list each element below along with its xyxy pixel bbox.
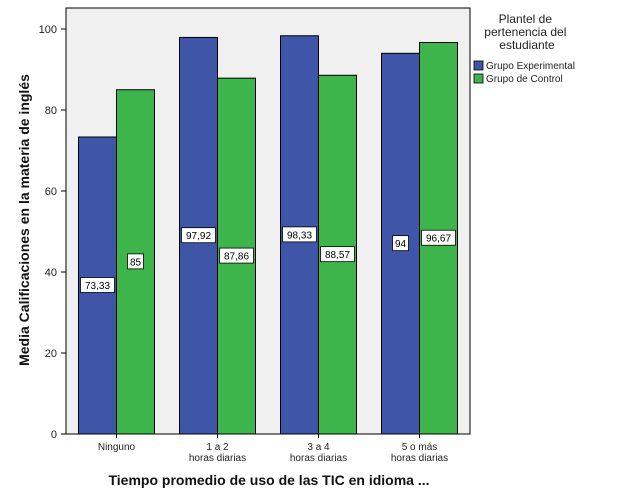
data-label-box	[181, 227, 216, 244]
legend: Plantel de pertenencia del estudiante Gr…	[473, 12, 575, 85]
data-label: 96,67	[426, 234, 451, 245]
legend-swatch	[473, 60, 484, 71]
y-tick-label: 100	[39, 24, 57, 36]
data-label-box	[80, 277, 115, 293]
data-label-box	[421, 229, 456, 246]
x-tick-label: Ninguno	[98, 442, 136, 453]
data-label-box	[282, 226, 317, 243]
legend-swatch	[473, 73, 484, 84]
legend-title-line-1: Plantel de	[499, 12, 553, 26]
data-label-box	[320, 246, 355, 263]
data-label-box	[219, 247, 254, 264]
x-tick-label: 1 a 2 horas diarias	[189, 442, 246, 464]
legend-label: Grupo Experimental	[486, 61, 575, 72]
y-tick-label: 20	[45, 348, 57, 360]
data-label: 98,33	[287, 230, 312, 241]
y-axis-title: Media Calificaciones en la materia de in…	[16, 74, 32, 366]
y-tick-label: 40	[45, 267, 57, 279]
y-tick-label: 60	[45, 186, 57, 198]
data-labels-group: 73,33 85 97,92 87,86 98,33 88,57 94 96,67	[80, 226, 456, 293]
legend-title: Plantel de pertenencia del estudiante	[484, 12, 569, 52]
data-label: 88,57	[325, 250, 350, 261]
data-label-box	[127, 253, 144, 270]
data-label: 73,33	[85, 281, 110, 292]
x-tick-label: 5 o más horas diarias	[391, 442, 448, 464]
x-tick-label: 3 a 4 horas diarias	[290, 442, 347, 464]
legend-label: Grupo de Control	[486, 74, 563, 85]
legend-title-line-3: estudiante	[499, 38, 555, 52]
y-tick-label: 0	[51, 429, 57, 441]
x-axis-title: Tiempo promedio de uso de las TIC en idi…	[108, 472, 429, 488]
data-label: 87,86	[224, 252, 249, 263]
data-label-box	[392, 235, 409, 252]
legend-title-line-2: pertenencia del	[484, 25, 566, 39]
data-label: 85	[130, 257, 142, 268]
x-axis: Ninguno 1 a 2 horas diarias 3 a 4 horas diar…	[98, 434, 448, 464]
data-label: 94	[395, 239, 407, 250]
data-label: 97,92	[186, 231, 211, 242]
y-tick-label: 80	[45, 105, 57, 117]
y-axis: 0 20 40 60 80 100	[39, 24, 66, 441]
